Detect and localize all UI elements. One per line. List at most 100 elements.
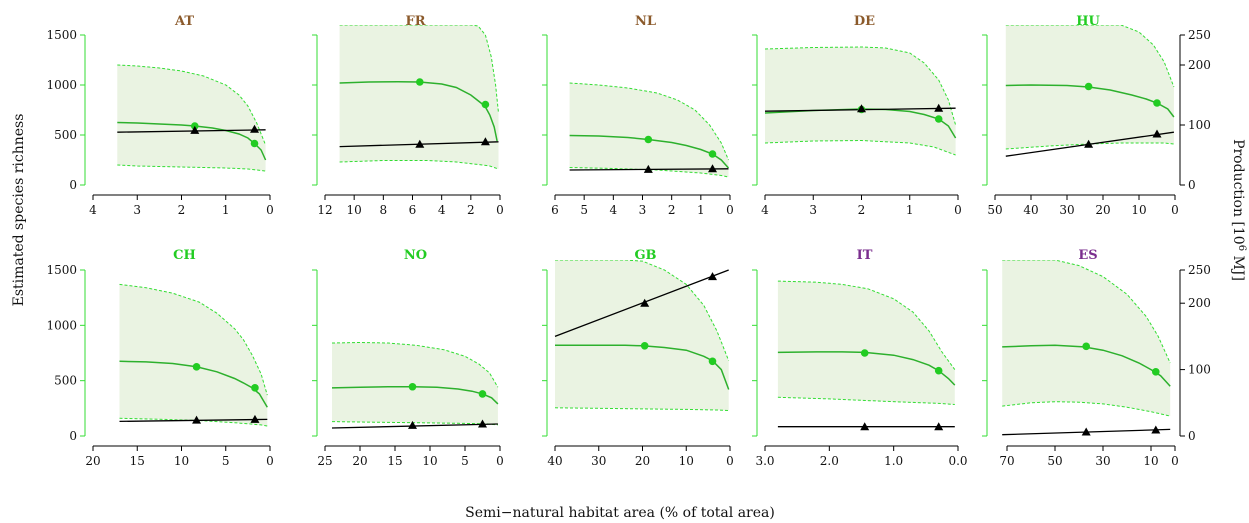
- x-tick-label: 1.0: [884, 454, 903, 468]
- x-tick-label: 30: [591, 454, 606, 468]
- panel-no: 25 20 15 10 5 0NO: [312, 248, 504, 468]
- richness-point: [935, 115, 943, 123]
- xlabel: Semi−natural habitat area (% of total ar…: [465, 505, 775, 521]
- x-tick-label: 2.0: [820, 454, 839, 468]
- x-tick-label: 3: [639, 203, 647, 217]
- x-tick-label: 4: [610, 203, 618, 217]
- x-tick-label: 15: [387, 454, 402, 468]
- x-tick-label: 0: [496, 454, 504, 468]
- y-tick-label-right: 100: [1188, 118, 1211, 132]
- x-tick-label: 0: [1171, 454, 1179, 468]
- ylabel-left: Estimated species richness: [11, 114, 27, 307]
- x-tick-label: 20: [1095, 203, 1110, 217]
- y-tick-label-left: 500: [54, 374, 77, 388]
- panel-gb: 40 30 20 10 0 GB: [542, 248, 734, 468]
- x-tick-label: 6: [409, 203, 417, 217]
- panel-de: 4 3 2 1 0DE: [752, 14, 962, 217]
- x-tick-label: 4: [89, 203, 97, 217]
- x-tick-label: 4: [761, 203, 769, 217]
- confidence-band: [778, 281, 955, 404]
- richness-point: [1082, 343, 1090, 351]
- richness-point: [193, 363, 201, 371]
- ylabel-right-tail: MJ]: [1230, 251, 1246, 281]
- confidence-band: [332, 343, 498, 425]
- ylabel-right-main: Production [10: [1230, 139, 1246, 245]
- confidence-band: [117, 65, 265, 171]
- plot-area: [340, 25, 499, 169]
- richness-point: [1085, 83, 1093, 91]
- x-tick-label: 10: [174, 454, 189, 468]
- panel-ch: 0 500 1000 1500 20 15 10 5 0 CH: [46, 248, 273, 468]
- plot-area: [117, 65, 265, 171]
- panel-title: DE: [854, 14, 875, 29]
- x-tick-label: 50: [1047, 454, 1062, 468]
- richness-point: [709, 150, 717, 158]
- x-tick-label: 0: [726, 454, 734, 468]
- x-tick-label: 12: [317, 203, 332, 217]
- plot-area: [778, 281, 955, 430]
- x-tick-label: 2: [178, 203, 186, 217]
- x-tick-label: 30: [1095, 454, 1110, 468]
- panel-title: CH: [173, 248, 196, 263]
- plot-area: [765, 47, 956, 155]
- x-tick-label: 40: [1023, 203, 1038, 217]
- x-tick-label: 6: [551, 203, 559, 217]
- plot-area: [1002, 260, 1170, 436]
- confidence-band: [765, 47, 956, 155]
- x-tick-label: 10: [347, 203, 362, 217]
- richness-point: [935, 367, 943, 375]
- confidence-band: [1002, 260, 1170, 416]
- richness-point: [251, 140, 259, 148]
- production-point: [708, 272, 717, 280]
- richness-point: [416, 78, 424, 86]
- y-tick-label-left: 1000: [46, 78, 77, 92]
- y-tick-label-right: 0: [1188, 178, 1196, 192]
- panel-at: 0 500 1000 1500 4 3 2 1 0 AT: [46, 14, 273, 217]
- panel-title: NO: [404, 248, 427, 263]
- x-tick-label: 2: [467, 203, 475, 217]
- x-tick-label: 20: [85, 454, 100, 468]
- panel-title: ES: [1078, 248, 1097, 263]
- x-tick-label: 4: [438, 203, 446, 217]
- plot-area: [1006, 25, 1174, 156]
- x-tick-label: 5: [222, 454, 230, 468]
- x-tick-label: 10: [1131, 203, 1146, 217]
- y-tick-label-left: 0: [69, 178, 77, 192]
- panel-title: FR: [405, 14, 425, 29]
- plot-area: [120, 284, 268, 426]
- x-tick-label: 0: [266, 454, 274, 468]
- x-tick-label: 20: [635, 454, 650, 468]
- x-tick-label: 8: [380, 203, 388, 217]
- y-tick-label-left: 500: [54, 128, 77, 142]
- x-tick-label: 1: [697, 203, 705, 217]
- x-tick-label: 3.0: [755, 454, 774, 468]
- confidence-band: [555, 260, 729, 411]
- panel-title: NL: [635, 14, 656, 29]
- plot-area: [570, 83, 729, 177]
- x-tick-label: 50: [987, 203, 1002, 217]
- y-tick-label-left: 1500: [46, 263, 77, 277]
- x-tick-label: 2: [858, 203, 866, 217]
- x-tick-label: 0: [954, 203, 962, 217]
- x-tick-label: 25: [317, 454, 332, 468]
- confidence-band: [570, 83, 729, 177]
- panel-title: HU: [1076, 14, 1100, 29]
- confidence-band: [120, 284, 268, 426]
- richness-point: [709, 358, 717, 366]
- richness-point: [645, 136, 653, 144]
- richness-point: [1153, 99, 1161, 107]
- x-tick-label: 15: [130, 454, 145, 468]
- plot-area: [332, 343, 498, 429]
- x-tick-label: 1: [222, 203, 230, 217]
- ylabel-right: Production [106 MJ]: [1230, 139, 1247, 281]
- y-tick-label-right: 250: [1188, 263, 1211, 277]
- panels: 0500100015004 3 2 1 0AT12 10 8 6 4 2 0FR6 5 4 3 2 1 0NL4…: [46, 14, 1210, 468]
- y-tick-label-right: 250: [1188, 28, 1211, 42]
- panel-title: AT: [174, 14, 194, 29]
- x-tick-label: 70: [999, 454, 1014, 468]
- richness-point: [641, 342, 649, 350]
- x-tick-label: 0: [266, 203, 274, 217]
